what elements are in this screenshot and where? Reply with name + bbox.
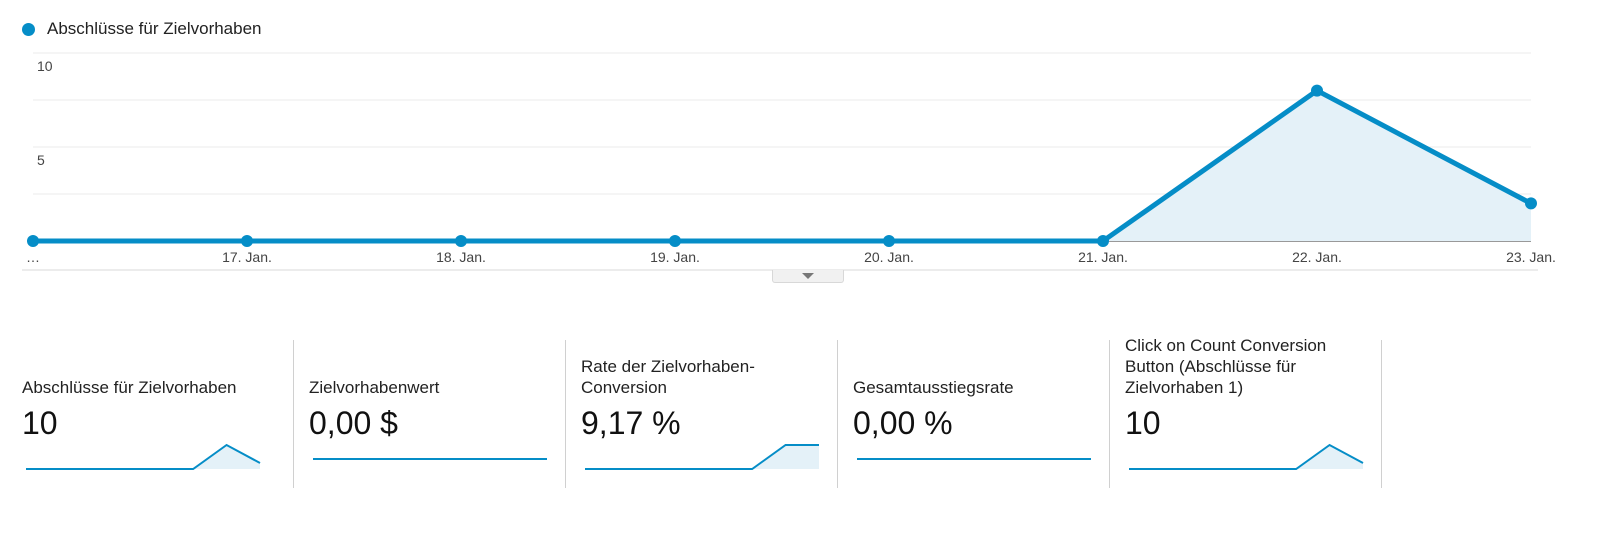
x-tick-label: 18. Jan. xyxy=(436,249,486,265)
legend-label: Abschlüsse für Zielvorhaben xyxy=(47,19,262,38)
metric-label: Click on Count Conversion Button (Abschl… xyxy=(1125,336,1327,397)
x-tick-label: 22. Jan. xyxy=(1292,249,1342,265)
data-point[interactable] xyxy=(669,235,681,247)
x-tick-label: 19. Jan. xyxy=(650,249,700,265)
chart-collapse-toggle[interactable] xyxy=(772,270,844,283)
sparkline-line xyxy=(585,444,819,470)
metric-card[interactable]: Abschlüsse für Zielvorhaben 10 xyxy=(22,340,294,488)
metric-value: 10 xyxy=(22,405,58,441)
data-point[interactable] xyxy=(1097,235,1109,247)
sparkline xyxy=(313,458,547,460)
sparkline-line xyxy=(1129,443,1364,470)
data-point[interactable] xyxy=(27,235,39,247)
metric-label: Gesamtausstiegsrate xyxy=(853,378,1014,397)
metric-card[interactable]: Rate der Zielvorhaben-Conversion 9,17 % xyxy=(566,340,838,488)
data-point[interactable] xyxy=(1525,197,1537,210)
data-point[interactable] xyxy=(883,235,895,247)
sparkline-area xyxy=(585,445,819,469)
sparkline xyxy=(585,444,819,470)
x-tick-label: … xyxy=(26,249,40,265)
legend-dot xyxy=(22,22,35,36)
metric-value: 9,17 % xyxy=(581,405,681,441)
data-point[interactable] xyxy=(1311,84,1323,97)
data-point[interactable] xyxy=(241,235,253,247)
chart-legend: Abschlüsse für Zielvorhaben xyxy=(22,18,262,40)
data-point[interactable] xyxy=(455,235,467,247)
series-area xyxy=(33,90,1531,241)
x-tick-label: 21. Jan. xyxy=(1078,249,1128,265)
x-tick-label: 20. Jan. xyxy=(864,249,914,265)
metric-value: 0,00 $ xyxy=(309,405,398,441)
sparkline xyxy=(1129,443,1364,470)
metric-cards: Abschlüsse für Zielvorhaben 10 Zielvorha… xyxy=(22,336,1382,488)
sparkline-area xyxy=(26,445,260,469)
sparkline xyxy=(26,443,261,470)
metric-card[interactable]: Zielvorhabenwert 0,00 $ xyxy=(294,340,566,488)
y-tick-label: 10 xyxy=(37,58,53,74)
metric-card[interactable]: Click on Count Conversion Button (Abschl… xyxy=(1110,336,1382,488)
y-tick-label: 5 xyxy=(37,152,45,168)
sparkline xyxy=(857,458,1091,460)
x-tick-label: 23. Jan. xyxy=(1506,249,1556,265)
line-chart: 10 5 … 17. Jan. 18. Jan. 19. Jan. 20. Jan. 21. … xyxy=(22,52,1556,271)
metric-label: Abschlüsse für Zielvorhaben xyxy=(22,378,237,397)
metric-label: Zielvorhabenwert xyxy=(309,378,440,397)
metric-card[interactable]: Gesamtausstiegsrate 0,00 % xyxy=(838,340,1110,488)
sparkline-area xyxy=(1129,445,1363,469)
metric-label: Rate der Zielvorhaben-Conversion xyxy=(581,357,755,397)
chevron-down-icon xyxy=(802,273,814,279)
metric-value: 0,00 % xyxy=(853,405,953,441)
metric-value: 10 xyxy=(1125,405,1161,441)
series-line xyxy=(33,88,1533,244)
x-tick-label: 17. Jan. xyxy=(222,249,272,265)
sparkline-line xyxy=(26,443,261,470)
